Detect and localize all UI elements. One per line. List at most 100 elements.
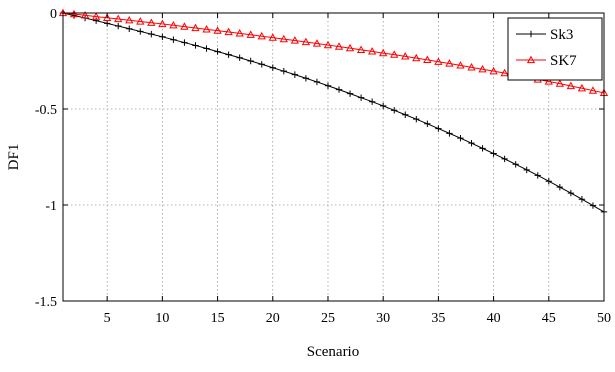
data-point-sk3: [556, 183, 564, 191]
data-point-sk3: [424, 120, 431, 127]
data-point-sk3: [413, 115, 420, 123]
data-point-sk7: [180, 22, 189, 30]
data-point-sk7: [356, 45, 366, 54]
data-point-sk3: [302, 75, 310, 82]
data-point-sk3: [534, 172, 541, 179]
data-point-sk3: [391, 107, 398, 114]
legend-item-sk7: SK7: [516, 53, 577, 69]
x-axis-label: Scenario: [307, 344, 359, 360]
x-tick-label: 25: [321, 311, 335, 326]
data-point-sk7: [555, 79, 564, 87]
data-point-sk3: [589, 202, 597, 209]
data-point-sk3: [92, 17, 100, 24]
data-point-sk7: [312, 39, 322, 47]
data-point-sk7: [379, 48, 388, 57]
plot-frame: [62, 12, 605, 302]
data-point-sk7: [301, 37, 311, 46]
data-point-sk3: [137, 28, 144, 35]
data-point-sk7: [412, 53, 421, 62]
data-point-sk7: [103, 13, 112, 21]
data-point-sk3: [501, 155, 508, 163]
data-point-sk3: [368, 98, 376, 105]
data-point-sk3: [313, 78, 321, 86]
data-point-sk3: [324, 82, 332, 89]
series-layer: [58, 8, 609, 216]
data-point-sk3: [523, 166, 530, 174]
data-point-sk7: [147, 18, 156, 26]
data-point-sk7: [246, 30, 255, 38]
data-point-sk7: [125, 15, 134, 24]
data-point-sk7: [588, 86, 598, 94]
axis-ticks: 5 10 15 20 25 30 35 40 45 50 0 -0.5 -1 -1.5: [35, 7, 611, 326]
series-sk7: [58, 8, 609, 97]
data-point-sk3: [126, 25, 133, 32]
data-point-sk3: [103, 20, 111, 27]
legend-marker-sk7: [526, 55, 536, 64]
data-point-sk3: [402, 111, 409, 118]
data-point-sk7: [467, 63, 476, 71]
y-tick-label: -1.5: [35, 295, 57, 310]
y-tick-label: 0: [50, 7, 57, 22]
data-point-sk3: [159, 33, 166, 41]
data-point-sk3: [247, 57, 254, 65]
data-point-sk7: [114, 14, 123, 23]
data-point-sk3: [567, 189, 575, 197]
x-tick-label: 15: [211, 311, 225, 326]
data-point-sk3: [258, 61, 265, 68]
data-point-sk3: [291, 71, 299, 78]
data-point-sk7: [434, 57, 443, 65]
data-point-sk3: [357, 94, 365, 101]
x-tick-label: 30: [376, 311, 390, 326]
data-point-sk7: [80, 10, 90, 19]
x-tick-label: 10: [155, 311, 169, 326]
legend: Sk3 SK7: [507, 17, 603, 81]
data-point-sk7: [423, 55, 432, 63]
data-point-sk7: [213, 26, 222, 34]
data-point-sk7: [257, 31, 266, 40]
data-point-sk7: [489, 66, 498, 75]
data-point-sk3: [181, 39, 188, 46]
y-axis-label: DF1: [6, 144, 22, 171]
legend-label-sk7: SK7: [550, 53, 577, 69]
data-point-sk7: [290, 36, 300, 44]
data-point-sk3: [446, 130, 453, 137]
legend-marker-sk3: [527, 30, 535, 38]
data-point-sk7: [323, 40, 333, 49]
data-point-sk7: [401, 52, 410, 60]
data-point-sk7: [224, 27, 233, 36]
data-point-sk7: [235, 29, 244, 37]
data-point-sk7: [577, 83, 587, 92]
data-point-sk3: [512, 161, 519, 168]
data-point-sk3: [435, 125, 442, 132]
data-point-sk3: [490, 150, 497, 157]
x-tick-label: 5: [104, 311, 111, 326]
data-point-sk3: [214, 48, 221, 55]
data-point-sk7: [544, 77, 553, 85]
data-point-sk3: [280, 67, 288, 75]
data-point-sk7: [390, 50, 399, 58]
data-point-sk7: [345, 43, 355, 52]
data-point-sk3: [203, 45, 210, 52]
data-point-sk7: [279, 34, 288, 43]
data-point-sk7: [169, 20, 178, 29]
legend-box: [507, 17, 603, 81]
x-tick-label: 40: [487, 311, 501, 326]
data-point-sk3: [479, 145, 486, 152]
data-point-sk7: [191, 23, 200, 32]
data-point-sk7: [500, 68, 509, 77]
y-tick-label: -1: [45, 199, 57, 214]
data-point-sk7: [445, 59, 454, 67]
data-point-sk3: [225, 51, 232, 58]
data-point-sk3: [379, 102, 387, 110]
data-point-sk7: [367, 47, 377, 55]
x-tick-label: 35: [431, 311, 445, 326]
data-point-sk3: [269, 64, 276, 71]
data-point-sk3: [115, 22, 122, 30]
data-point-sk7: [158, 19, 167, 28]
legend-label-sk3: Sk3: [550, 27, 573, 43]
legend-item-sk3: Sk3: [516, 27, 573, 43]
data-point-sk3: [170, 36, 177, 43]
x-tick-label: 50: [597, 311, 611, 326]
data-point-sk7: [334, 42, 344, 50]
